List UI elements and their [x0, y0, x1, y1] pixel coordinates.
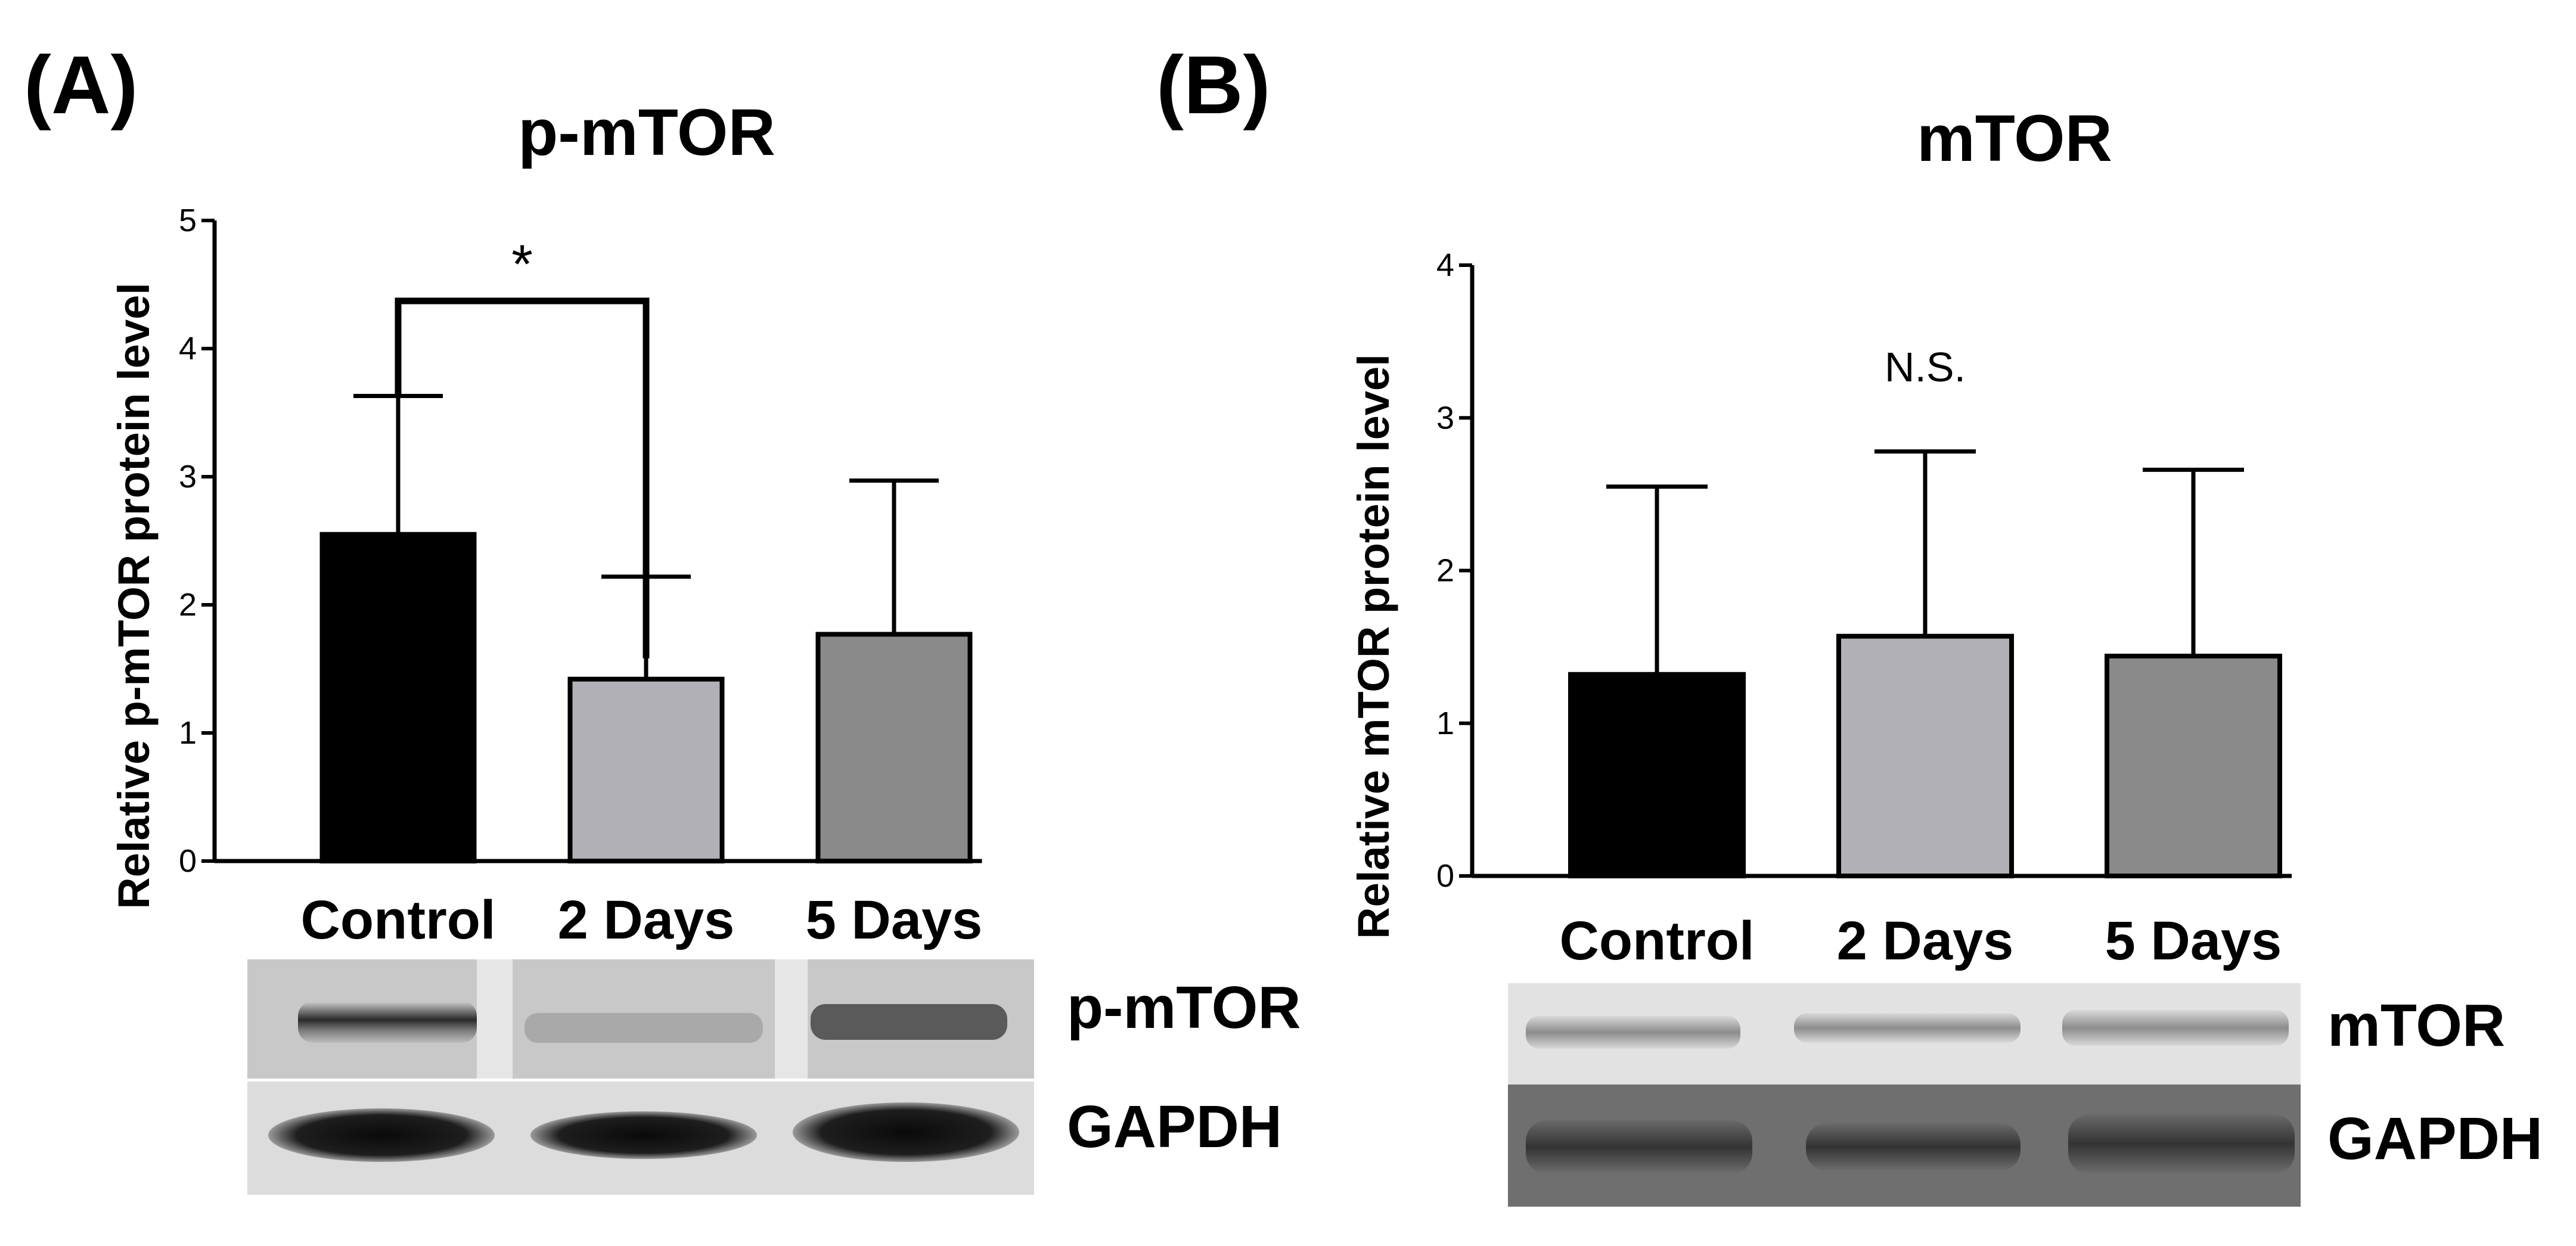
chart-a-plot: 0 1 2 3 4 5 Control 2 Days 5 Days *	[179, 203, 982, 950]
chart-b-xtick-label-2: 5 Days	[2105, 911, 2282, 971]
chart-a-bar-2	[815, 632, 973, 863]
panel-a: (A) p-mTOR Relative p-mTOR protein level…	[24, 39, 1301, 1195]
blot-a-band-gapdh-control	[268, 1108, 495, 1162]
blot-b-band-mtor-5days	[2062, 1010, 2289, 1046]
chart-a-ytick-label: 4	[179, 331, 197, 366]
blot-a-label-bottom: GAPDH	[1067, 1093, 1282, 1160]
blot-b-band-gapdh-2days	[1806, 1123, 2021, 1171]
blot-b-label-bottom: GAPDH	[2327, 1105, 2543, 1172]
blot-b-label-top: mTOR	[2327, 992, 2505, 1059]
blot-b-band-mtor-2days	[1794, 1013, 2021, 1043]
chart-b-bar-2	[2105, 654, 2282, 878]
chart-a-ytick-label: 0	[179, 843, 197, 879]
chart-b-ytick-label: 0	[1436, 858, 1454, 894]
chart-b-bar-1	[1836, 633, 2014, 878]
blot-a: p-mTOR GAPDH	[247, 959, 1301, 1195]
blot-a-band-p-mtor-2days	[524, 1013, 763, 1043]
chart-a-significance-bracket	[395, 297, 650, 658]
chart-a-bar-1	[567, 676, 725, 863]
chart-a-ytick-label: 3	[179, 459, 197, 495]
blot-a-band-p-mtor-5days	[811, 1004, 1007, 1040]
chart-b-ylabel: Relative mTOR protein level	[1349, 354, 1398, 939]
chart-b-bar-0	[1568, 672, 1746, 878]
chart-a-xtick-label-1: 2 Days	[558, 890, 735, 950]
blot-a-band-gapdh-5days	[793, 1102, 1019, 1162]
chart-b-plot: 0 1 2 3 4 Control 2 Days 5 Days N.S.	[1436, 247, 2292, 971]
chart-b-title: mTOR	[1917, 102, 2112, 175]
chart-b-ytick-label: 4	[1436, 247, 1454, 283]
panel-a-label: (A)	[24, 39, 138, 131]
chart-a-title: p-mTOR	[518, 96, 775, 169]
chart-b-ytick-label: 1	[1436, 706, 1454, 741]
blot-b-band-gapdh-5days	[2068, 1114, 2295, 1174]
blot-b-band-gapdh-control	[1526, 1120, 1752, 1174]
blot-a-band-gapdh-2days	[530, 1111, 757, 1159]
chart-a-xtick-label-0: Control	[300, 890, 495, 950]
chart-a-ylabel: Relative p-mTOR protein level	[109, 282, 159, 909]
chart-a-ytick-label: 1	[179, 715, 197, 751]
panel-b: (B) mTOR Relative mTOR protein level 0 1 2…	[1156, 39, 2543, 1207]
chart-b-ytick-label: 2	[1436, 553, 1454, 589]
blot-b: mTOR GAPDH	[1508, 983, 2543, 1207]
blot-b-band-mtor-control	[1526, 1016, 1740, 1049]
panel-b-label: (B)	[1156, 39, 1271, 131]
blot-a-band-p-mtor-control	[298, 1001, 477, 1043]
chart-a-significance-label: *	[511, 234, 533, 295]
chart-a-ytick-label: 5	[179, 203, 197, 238]
chart-b-ytick-label: 3	[1436, 400, 1454, 436]
chart-a-bar-0	[319, 532, 477, 863]
blot-a-top-gap	[775, 959, 808, 1079]
blot-a-label-top: p-mTOR	[1067, 974, 1301, 1041]
blot-a-top-gap	[477, 959, 513, 1079]
chart-a-xtick-label-2: 5 Days	[806, 890, 983, 950]
chart-a-ytick-label: 2	[179, 587, 197, 623]
chart-b-xtick-label-0: Control	[1559, 911, 1754, 971]
chart-b-xtick-label-1: 2 Days	[1837, 911, 2014, 971]
chart-b-annotation: N.S.	[1885, 344, 1966, 390]
